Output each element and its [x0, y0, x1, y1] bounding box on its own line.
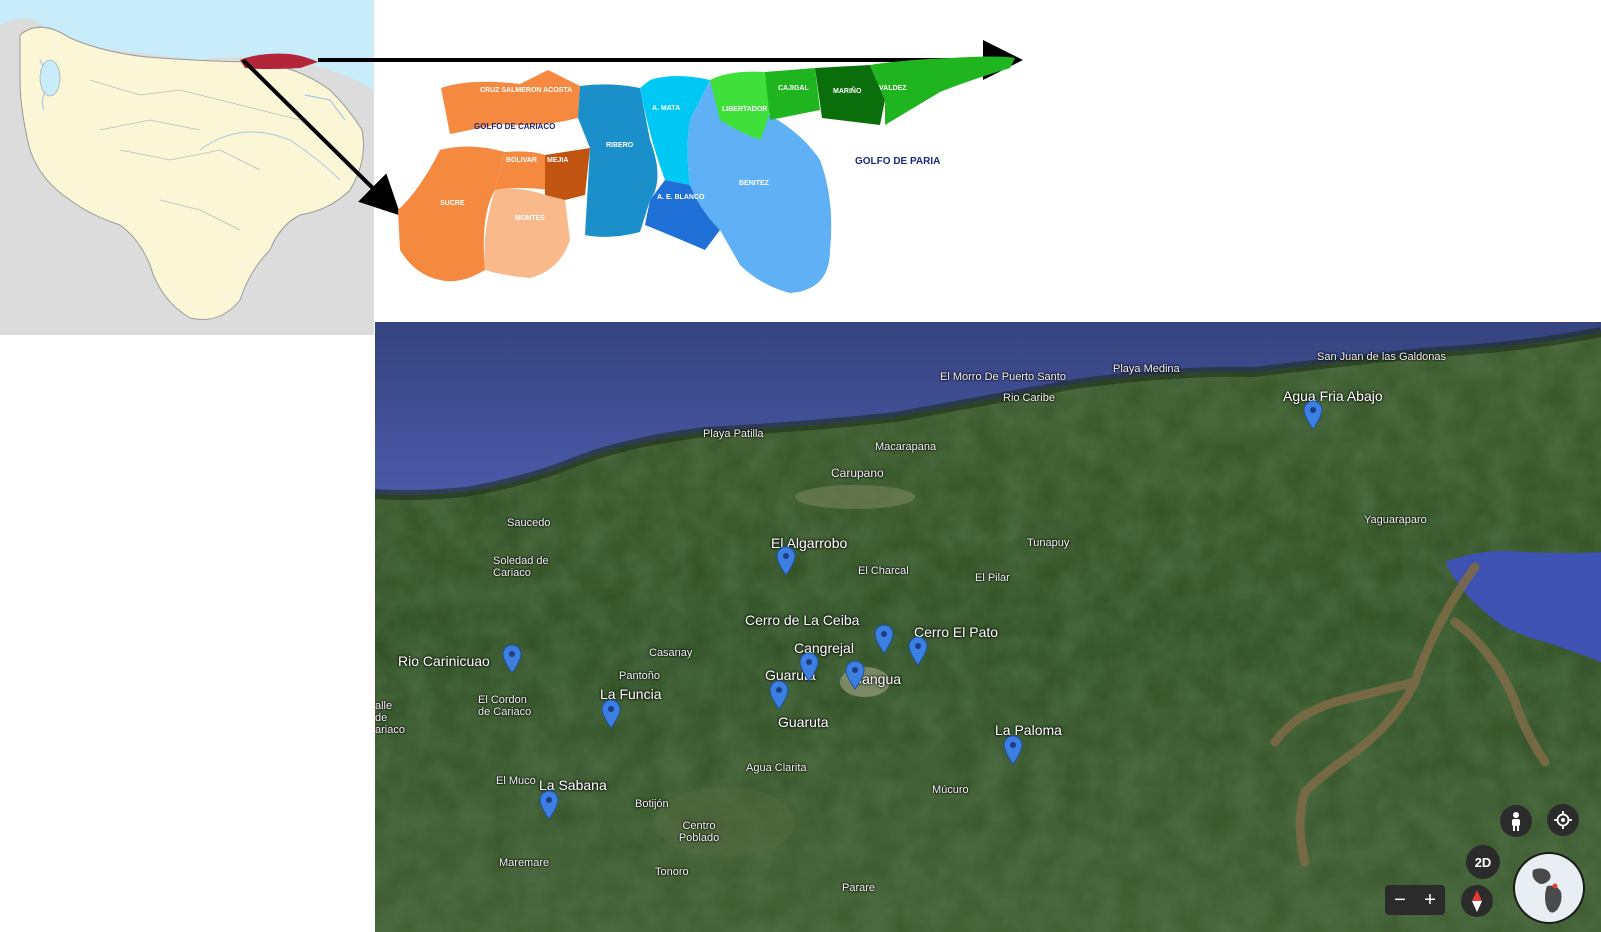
compass-icon[interactable]	[1461, 885, 1493, 917]
place-valle-cariaco: alle de ariaco	[375, 700, 405, 736]
venezuela-locator-map	[0, 0, 374, 335]
site-el-algarrobo[interactable]: El Algarrobo	[771, 535, 848, 551]
satellite-map-view[interactable]: San Juan de las Galdonas Playa Medina El…	[375, 322, 1601, 932]
label-libertador: LIBERTADOR	[722, 106, 767, 113]
map-pin-icon[interactable]	[873, 624, 895, 654]
globe-icon[interactable]	[1513, 852, 1585, 924]
place-soledad: Soledad de Cariaco	[493, 555, 549, 579]
map-pin-icon[interactable]	[501, 644, 523, 674]
river-delta	[1270, 562, 1550, 867]
map-pin-icon[interactable]	[798, 652, 820, 682]
place-macarapana: Macarapana	[875, 441, 937, 453]
place-parare: Parare	[842, 882, 876, 894]
municipio-libertador	[710, 71, 770, 140]
municipio-sucre	[398, 146, 505, 282]
zoom-controls: − +	[1385, 885, 1445, 915]
place-maremare: Maremare	[499, 857, 550, 869]
zoom-in-button[interactable]: +	[1424, 888, 1436, 911]
place-tonoro: Tonoro	[655, 866, 689, 878]
site-la-funcia[interactable]: La Funcia	[600, 686, 662, 702]
place-centro-poblado: Centro Poblado	[678, 820, 720, 844]
site-la-sabana[interactable]: La Sabana	[539, 777, 607, 793]
place-tunapuy: Tunapuy	[1027, 537, 1070, 549]
label-montes: MONTES	[515, 215, 545, 222]
label-valdez: VALDEZ	[879, 85, 907, 92]
map-pin-icon[interactable]	[600, 699, 622, 729]
place-morro: El Morro De Puerto Santo	[940, 371, 1066, 383]
site-la-paloma[interactable]: La Paloma	[995, 722, 1062, 738]
place-carupano: Carupano	[831, 466, 884, 480]
site-rio-carinicuao[interactable]: Rio Carinicuao	[398, 653, 490, 669]
label-benitez: BENITEZ	[739, 180, 770, 187]
site-cangua[interactable]: Cangua	[852, 671, 902, 687]
map-pin-icon[interactable]	[768, 680, 790, 710]
label-bolivar: BOLIVAR	[506, 157, 537, 164]
place-el-muco: El Muco	[496, 775, 536, 787]
place-mucuro: Múcuro	[932, 784, 969, 796]
municipio-andres-mata	[640, 76, 710, 185]
place-yaguaraparo: Yaguaraparo	[1364, 514, 1427, 526]
site-cerro-el-pato[interactable]: Cerro El Pato	[914, 624, 999, 640]
municipio-cruz-salmeron	[441, 70, 580, 134]
municipio-bolivar	[495, 151, 548, 190]
place-el-pilar: El Pilar	[975, 572, 1010, 584]
municipio-benitez	[687, 80, 832, 293]
site-agua-fria-abajo[interactable]: Agua Fria Abajo	[1283, 388, 1383, 404]
place-rio-caribe: Rio Caribe	[1003, 392, 1055, 404]
label-sucre: SUCRE	[440, 200, 465, 207]
2d-toggle-button[interactable]: 2D	[1466, 845, 1500, 879]
label-ae-blanco: A. E. BLANCO	[657, 194, 705, 201]
site-cangrejal[interactable]: Cangrejal	[794, 640, 854, 656]
place-pantono: Pantoño	[619, 670, 660, 682]
map-pin-icon[interactable]	[538, 790, 560, 820]
place-playa-medina: Playa Medina	[1113, 363, 1180, 375]
municipio-montes	[484, 188, 570, 278]
site-cerro-ceiba[interactable]: Cerro de La Ceiba	[745, 612, 860, 628]
place-botijon: Botijón	[635, 798, 669, 810]
label-andres-mata: A. MATA	[652, 105, 680, 112]
map-pin-icon[interactable]	[1002, 735, 1024, 765]
place-casanay: Casanay	[649, 647, 693, 659]
label-cruz-salmeron: CRUZ SALMERON ACOSTA	[480, 87, 572, 94]
place-agua-clarita: Agua Clarita	[746, 762, 807, 774]
zoom-out-button[interactable]: −	[1394, 888, 1406, 911]
label-cajigal: CAJIGAL	[778, 85, 809, 92]
label-ribero: RIBERO	[606, 142, 634, 149]
locate-icon[interactable]	[1547, 804, 1579, 836]
label-golfo-cariaco: GOLFO DE CARIACO	[474, 122, 555, 131]
municipio-valdez	[870, 56, 1015, 125]
label-golfo-paria: GOLFO DE PARIA	[855, 156, 940, 167]
municipio-cajigal	[765, 68, 820, 120]
place-saucedo: Saucedo	[507, 517, 551, 529]
gulf-of-paria	[1445, 550, 1601, 662]
map-pin-icon[interactable]	[844, 660, 866, 690]
pegman-icon[interactable]	[1500, 805, 1532, 837]
municipio-mejia	[545, 148, 590, 200]
label-mejia: MEJIA	[547, 157, 568, 164]
place-el-charcal: El Charcal	[858, 565, 909, 577]
municipio-ribero	[578, 84, 658, 237]
map-pin-icon[interactable]	[1302, 400, 1324, 430]
label-marino: MARIÑO	[833, 86, 862, 95]
place-san-juan: San Juan de las Galdonas	[1317, 351, 1447, 363]
map-pin-icon[interactable]	[775, 546, 797, 576]
place-el-cordon: El Cordon de Cariaco	[478, 694, 532, 718]
municipio-ae-blanco	[645, 180, 720, 250]
municipio-marino	[815, 65, 885, 125]
map-pin-icon[interactable]	[907, 636, 929, 666]
place-playa-patilla: Playa Patilla	[703, 428, 764, 440]
site-guaruta[interactable]: Guaruta	[778, 714, 829, 730]
